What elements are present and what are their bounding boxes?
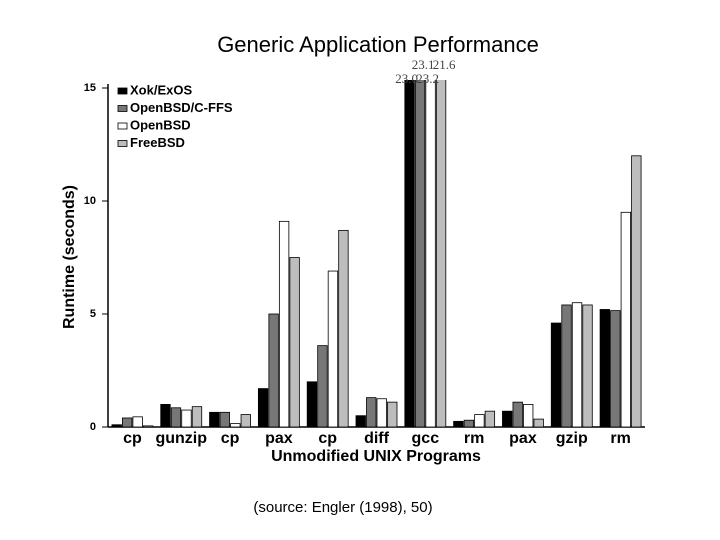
x-tick-label: cp: [221, 430, 240, 447]
bar: [453, 420, 464, 427]
bar: [512, 401, 523, 427]
bar: [435, 80, 447, 427]
x-tick-label: pax: [509, 430, 537, 447]
chart-title: Generic Application Performance: [217, 32, 539, 57]
legend-label: OpenBSD: [130, 117, 191, 132]
bar: [582, 304, 593, 427]
bar: [132, 416, 143, 427]
legend-swatch: [117, 122, 128, 130]
bar: [404, 80, 415, 427]
bar: [317, 345, 328, 427]
x-tick-label: rm: [464, 430, 484, 447]
caption: (source: Engler (1998), 50): [253, 499, 432, 516]
bar: [463, 419, 475, 427]
bar: [257, 388, 269, 427]
bar: [143, 425, 154, 427]
legend-swatch: [117, 105, 128, 112]
bar: [425, 80, 436, 427]
bar: [181, 409, 192, 427]
bar: [122, 417, 133, 427]
value-label: 23.2: [416, 71, 439, 86]
bar: [474, 414, 485, 427]
x-tick-label: rm: [610, 430, 630, 447]
x-tick-label: diff: [364, 430, 390, 447]
bar: [387, 401, 398, 427]
x-tick-label: gunzip: [155, 430, 207, 447]
bar: [533, 418, 544, 427]
bar: [366, 397, 377, 427]
y-tick-label: 10: [84, 195, 96, 207]
bar: [230, 423, 241, 427]
y-tick-label: 15: [84, 82, 96, 94]
x-tick-label: pax: [265, 430, 293, 447]
bar: [209, 411, 220, 427]
legend-swatch: [117, 140, 128, 147]
bars: [111, 80, 642, 427]
bar: [327, 270, 339, 427]
bar: [610, 310, 621, 427]
y-axis-label: Runtime (seconds): [61, 185, 78, 329]
legend-label: FreeBSD: [130, 135, 185, 150]
bar: [355, 415, 366, 427]
legend-label: Xok/ExOS: [130, 82, 192, 97]
bar: [191, 406, 203, 427]
y-tick-label: 0: [90, 421, 96, 433]
bar: [414, 80, 426, 427]
bar: [484, 410, 496, 427]
bar: [376, 398, 387, 427]
bar: [523, 403, 534, 427]
bar: [550, 322, 562, 427]
legend-label: OpenBSD/C-FFS: [130, 100, 233, 115]
bar: [278, 220, 290, 427]
bar: [561, 304, 572, 427]
bar: [289, 257, 300, 427]
bar: [620, 211, 631, 427]
y-tick-label: 5: [90, 308, 96, 320]
bar: [219, 411, 230, 427]
bar: [111, 424, 122, 427]
x-tick-label: cp: [318, 430, 337, 447]
x-axis-label: Unmodified UNIX Programs: [271, 448, 481, 465]
value-label: 23.0: [395, 71, 418, 86]
legend-swatch: [117, 87, 128, 95]
value-label: 21.6: [433, 57, 456, 72]
bar: [170, 407, 182, 427]
bar: [631, 155, 642, 427]
x-tick-label: cp: [123, 430, 142, 447]
bar: [502, 410, 513, 427]
bar: [599, 309, 610, 427]
value-label: 23.1: [412, 57, 435, 72]
bar: [268, 313, 279, 427]
bar: [240, 414, 251, 427]
bar: [571, 302, 583, 427]
bar: [306, 381, 318, 427]
bar: [338, 229, 349, 427]
bar: [160, 403, 171, 427]
x-tick-label: gzip: [556, 430, 588, 447]
x-tick-label: gcc: [412, 430, 440, 447]
